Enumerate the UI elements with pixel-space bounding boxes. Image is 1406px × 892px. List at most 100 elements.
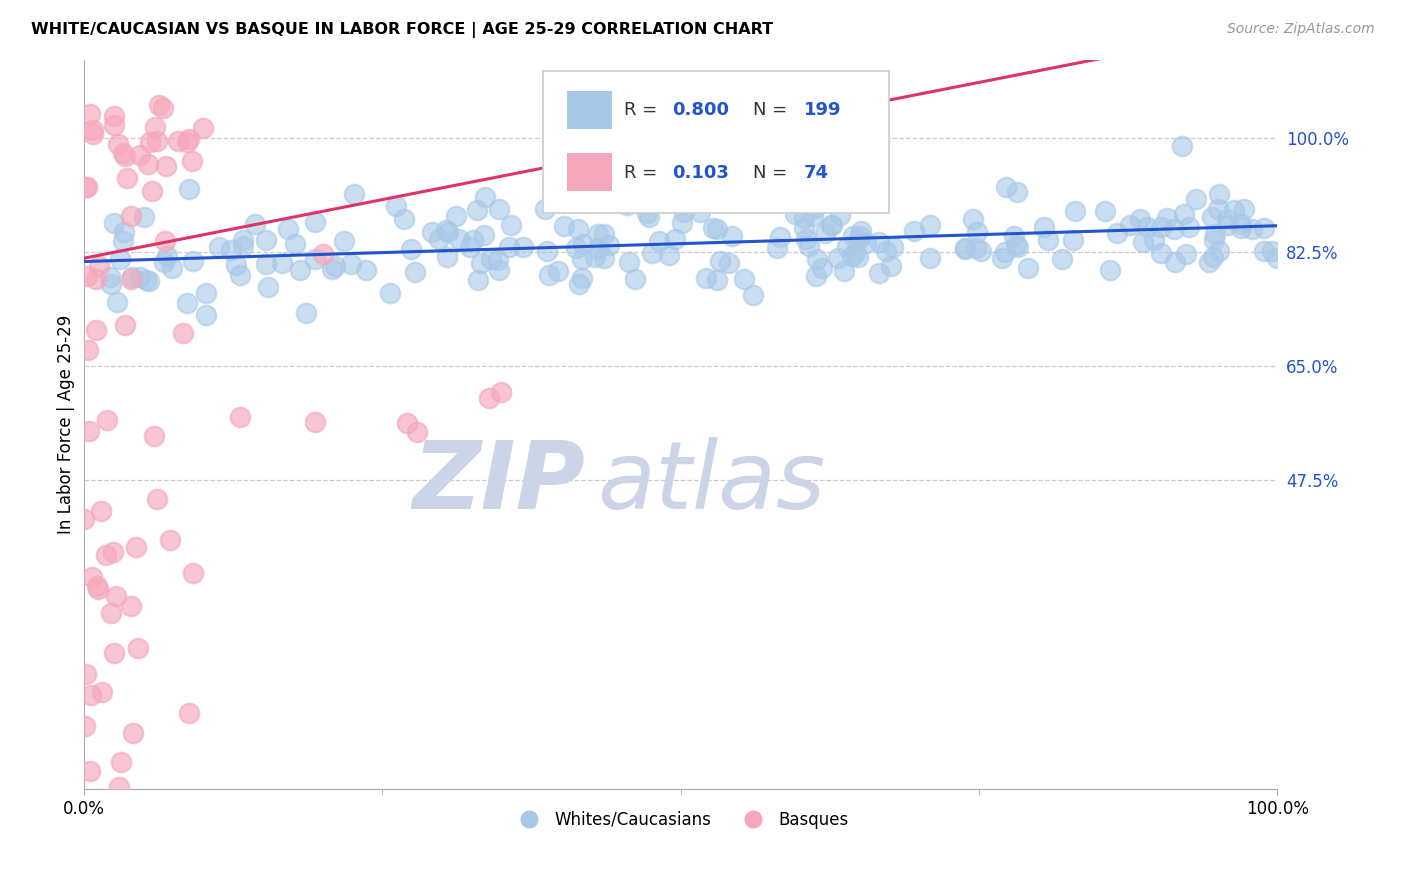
Point (176, 296, 198, 310)
Point (1002, 228, 1025, 243)
Point (733, 272, 755, 286)
Point (1233, 202, 1256, 216)
Point (153, 254, 176, 268)
Point (1033, 219, 1056, 234)
Point (94, 548, 117, 562)
Point (994, 244, 1017, 259)
Point (396, 416, 419, 430)
Point (195, 308, 218, 322)
Point (1063, 203, 1085, 218)
Point (183, 253, 205, 268)
Point (159, 533, 181, 547)
Point (354, 263, 377, 277)
Point (79, 107, 101, 121)
Point (571, 271, 593, 285)
Legend: Whites/Caucasians, Basques: Whites/Caucasians, Basques (506, 805, 855, 836)
Point (1004, 238, 1026, 252)
Point (181, 566, 204, 581)
Point (111, 234, 134, 248)
Point (793, 211, 815, 225)
Point (340, 257, 363, 271)
Point (624, 271, 647, 285)
Point (616, 198, 638, 212)
Point (844, 246, 866, 260)
Point (641, 245, 664, 260)
Point (617, 255, 640, 269)
Point (835, 240, 858, 254)
Point (1175, 247, 1198, 261)
Point (811, 260, 834, 275)
Point (830, 208, 852, 222)
Point (84, 323, 107, 337)
Point (472, 228, 495, 243)
Point (288, 262, 311, 277)
Text: atlas: atlas (598, 437, 825, 528)
Point (136, 157, 159, 171)
Point (478, 392, 501, 406)
Point (1163, 222, 1185, 236)
Point (155, 234, 177, 248)
Point (89, 259, 111, 273)
Point (82, 123, 104, 137)
Point (1178, 220, 1201, 235)
Point (107, 137, 129, 152)
Point (638, 210, 661, 224)
Point (882, 239, 904, 253)
Point (1132, 235, 1154, 249)
Point (1156, 211, 1178, 225)
Point (257, 280, 280, 294)
Point (295, 306, 318, 320)
Point (1204, 233, 1226, 247)
Point (1206, 202, 1229, 217)
Point (512, 240, 534, 254)
FancyBboxPatch shape (543, 70, 890, 213)
Point (672, 205, 695, 219)
Point (1118, 218, 1140, 232)
Point (880, 259, 903, 273)
Point (1253, 244, 1275, 258)
Point (420, 225, 443, 239)
Point (664, 232, 686, 246)
Point (108, 252, 131, 266)
Point (671, 216, 693, 230)
Point (855, 236, 877, 251)
Text: WHITE/CAUCASIAN VS BASQUE IN LABOR FORCE | AGE 25-29 CORRELATION CHART: WHITE/CAUCASIAN VS BASQUE IN LABOR FORCE… (31, 22, 773, 38)
Point (962, 212, 984, 227)
Text: 74: 74 (803, 164, 828, 182)
Point (146, 492, 169, 507)
Point (903, 224, 925, 238)
Point (766, 241, 789, 255)
Point (875, 244, 897, 258)
Point (304, 415, 326, 429)
Point (572, 237, 595, 252)
Point (141, 184, 163, 198)
Point (429, 232, 451, 246)
Point (461, 233, 484, 247)
Point (814, 226, 837, 240)
Point (98, 270, 121, 285)
Point (1208, 187, 1230, 202)
Point (343, 186, 366, 201)
Point (742, 287, 765, 301)
Point (73, 511, 96, 525)
Point (254, 257, 277, 271)
Point (96, 413, 118, 427)
Point (636, 205, 658, 219)
Point (146, 134, 169, 148)
Point (1265, 251, 1288, 265)
Point (827, 251, 849, 265)
Point (567, 221, 589, 235)
Point (806, 268, 828, 283)
Point (995, 179, 1018, 194)
FancyBboxPatch shape (567, 153, 613, 191)
Point (834, 263, 856, 277)
Point (804, 201, 827, 215)
Point (953, 241, 976, 255)
Point (1052, 252, 1074, 266)
Point (498, 240, 520, 254)
Point (488, 202, 510, 216)
Point (803, 209, 825, 223)
Point (104, 590, 127, 604)
Point (232, 238, 254, 252)
Point (868, 266, 890, 280)
